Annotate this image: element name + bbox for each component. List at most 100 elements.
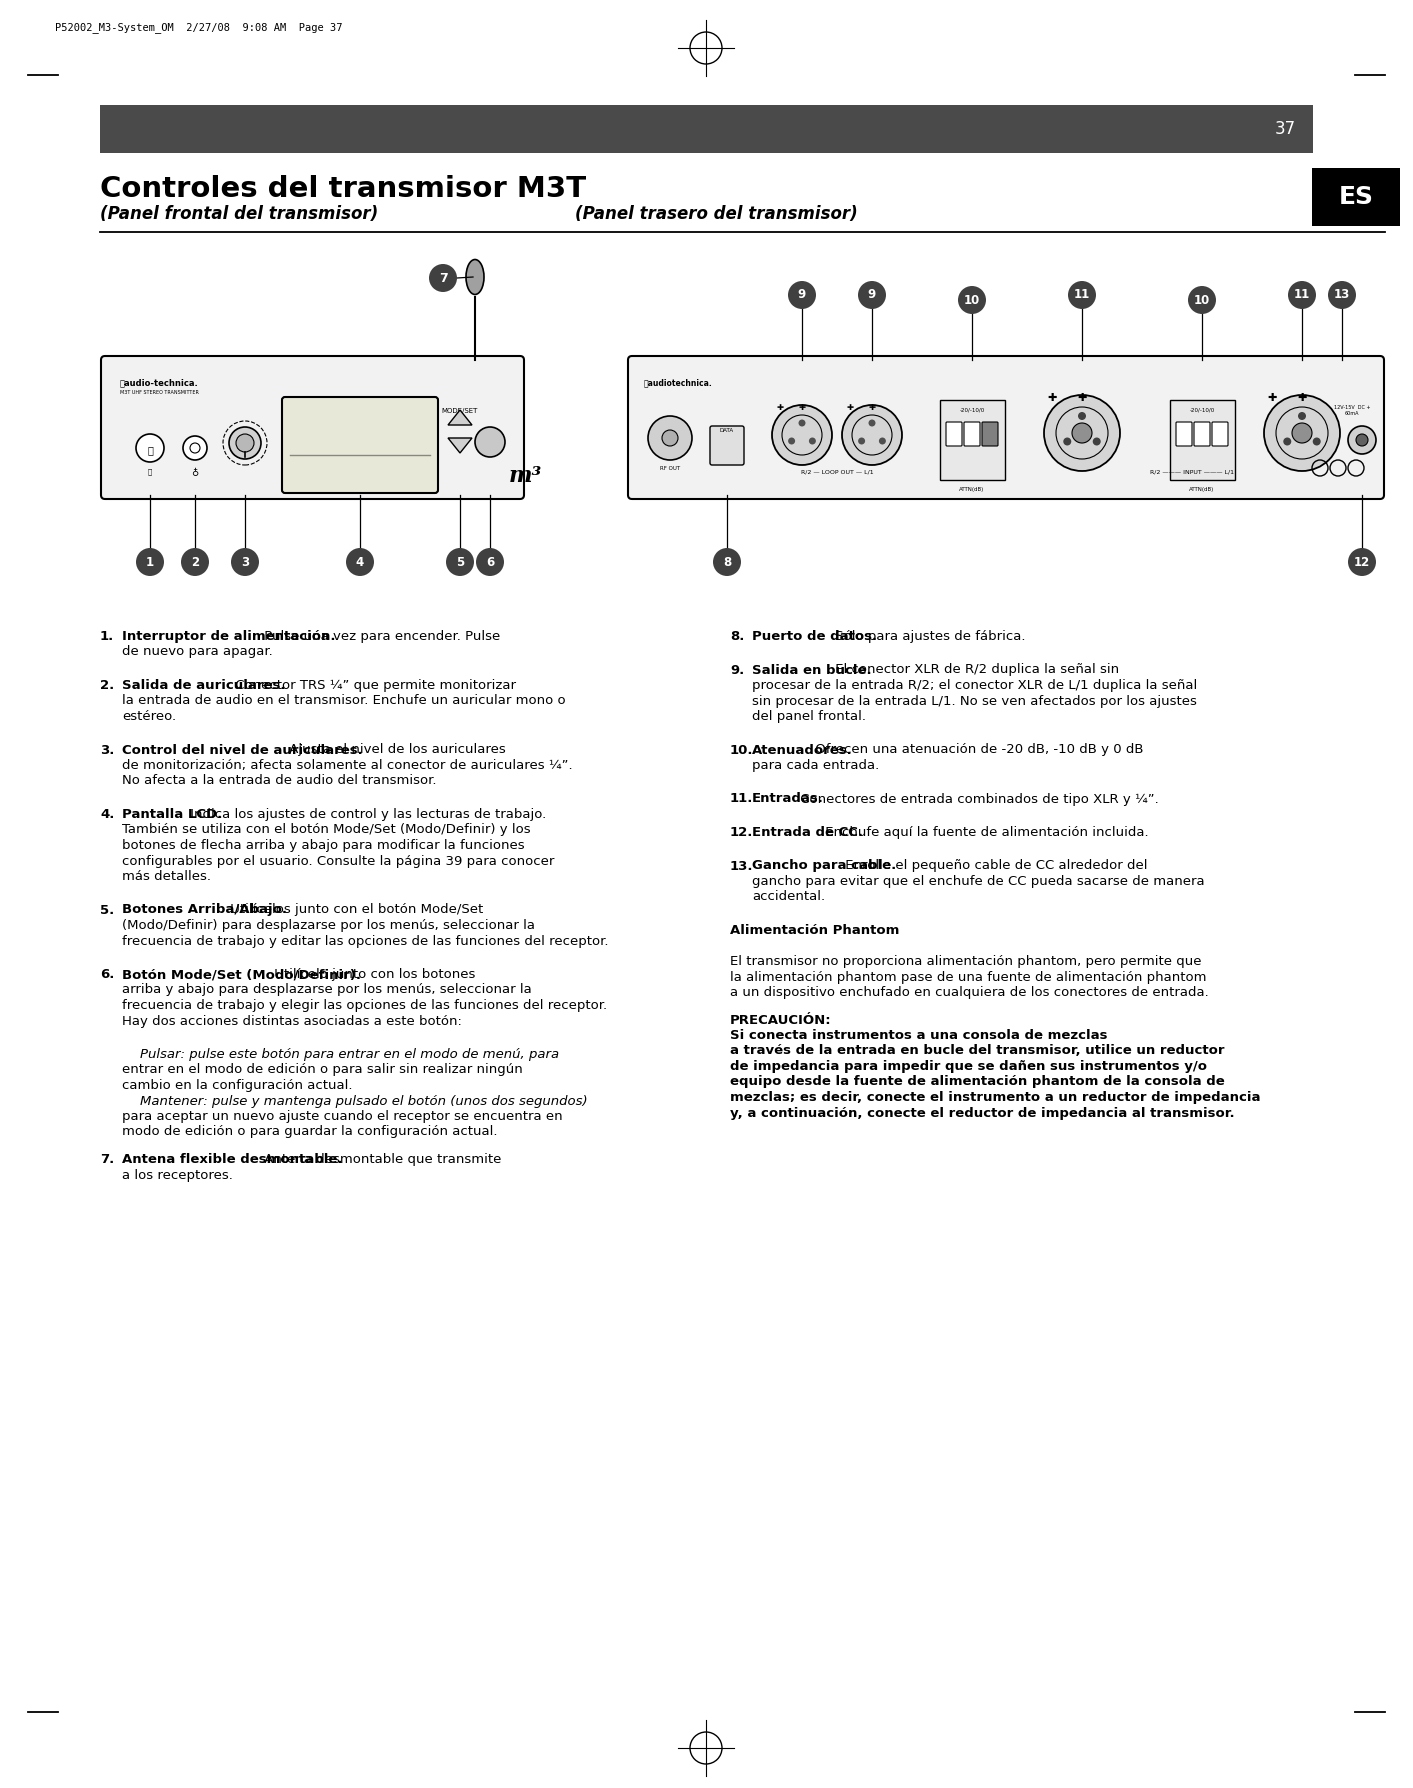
Text: Si conecta instrumentos a una consola de mezclas: Si conecta instrumentos a una consola de… <box>731 1030 1108 1042</box>
Circle shape <box>798 420 805 427</box>
Text: 8: 8 <box>723 556 731 569</box>
Circle shape <box>1328 281 1356 309</box>
Text: Conectores de entrada combinados de tipo XLR y ¼”.: Conectores de entrada combinados de tipo… <box>797 792 1159 806</box>
Circle shape <box>1072 424 1092 443</box>
Text: a través de la entrada en bucle del transmisor, utilice un reductor: a través de la entrada en bucle del tran… <box>731 1044 1225 1057</box>
Text: 3.: 3. <box>100 744 114 756</box>
Text: 2: 2 <box>191 556 199 569</box>
Text: Pantalla LCD.: Pantalla LCD. <box>122 808 222 821</box>
Circle shape <box>1291 424 1313 443</box>
Text: DATA: DATA <box>721 427 735 433</box>
Text: 10: 10 <box>964 293 981 306</box>
Text: 11.: 11. <box>731 792 753 806</box>
Text: ✚: ✚ <box>1267 393 1277 402</box>
Circle shape <box>1188 286 1217 315</box>
Text: 9.: 9. <box>731 663 745 676</box>
Circle shape <box>136 547 164 576</box>
Text: Enrolle el pequeño cable de CC alrededor del: Enrolle el pequeño cable de CC alrededor… <box>841 860 1147 873</box>
Circle shape <box>346 547 374 576</box>
Text: 1.: 1. <box>100 629 114 644</box>
Text: Controles del transmisor M3T: Controles del transmisor M3T <box>100 175 586 204</box>
Text: Ofrecen una atenuación de -20 dB, -10 dB y 0 dB: Ofrecen una atenuación de -20 dB, -10 dB… <box>811 744 1143 756</box>
Text: Indica los ajustes de control y las lecturas de trabajo.: Indica los ajustes de control y las lect… <box>187 808 547 821</box>
Text: la entrada de audio en el transmisor. Enchufe un auricular mono o: la entrada de audio en el transmisor. En… <box>122 694 565 708</box>
Circle shape <box>430 265 456 291</box>
Circle shape <box>1283 438 1291 445</box>
Circle shape <box>1044 395 1121 470</box>
FancyBboxPatch shape <box>283 397 438 493</box>
Circle shape <box>136 434 164 461</box>
Text: Ⓐaudio-technica.: Ⓐaudio-technica. <box>120 377 199 386</box>
Text: (Modo/Definir) para desplazarse por los menús, seleccionar la: (Modo/Definir) para desplazarse por los … <box>122 919 536 932</box>
Text: 5.: 5. <box>100 903 114 917</box>
Circle shape <box>1299 411 1306 420</box>
Text: Enchufe aquí la fuente de alimentación incluida.: Enchufe aquí la fuente de alimentación i… <box>821 826 1149 839</box>
Circle shape <box>771 406 832 465</box>
Text: 12.: 12. <box>731 826 753 839</box>
Text: El conector XLR de R/2 duplica la señal sin: El conector XLR de R/2 duplica la señal … <box>831 663 1119 676</box>
Text: M3T UHF STEREO TRANSMITTER: M3T UHF STEREO TRANSMITTER <box>120 390 199 395</box>
Text: de nuevo para apagar.: de nuevo para apagar. <box>122 645 273 658</box>
Bar <box>100 105 1313 154</box>
Text: 7: 7 <box>438 272 448 284</box>
Text: Utilícelos junto con el botón Mode/Set: Utilícelos junto con el botón Mode/Set <box>226 903 483 917</box>
Text: 13: 13 <box>1334 288 1351 302</box>
Text: RF OUT: RF OUT <box>660 467 680 470</box>
Text: m³: m³ <box>509 465 541 486</box>
Text: modo de edición o para guardar la configuración actual.: modo de edición o para guardar la config… <box>122 1125 497 1139</box>
Text: procesar de la entrada R/2; el conector XLR de L/1 duplica la señal: procesar de la entrada R/2; el conector … <box>752 679 1197 692</box>
Text: 3: 3 <box>242 556 249 569</box>
Text: equipo desde la fuente de alimentación phantom de la consola de: equipo desde la fuente de alimentación p… <box>731 1076 1225 1089</box>
Text: Pulsar: pulse este botón para entrar en el modo de menú, para: Pulsar: pulse este botón para entrar en … <box>140 1048 560 1060</box>
Text: ES: ES <box>1338 184 1373 209</box>
Text: de impedancia para impedir que se dañen sus instrumentos y/o: de impedancia para impedir que se dañen … <box>731 1060 1207 1073</box>
FancyBboxPatch shape <box>1176 422 1193 445</box>
Text: ✚: ✚ <box>777 402 783 411</box>
Circle shape <box>958 286 986 315</box>
Circle shape <box>1356 434 1368 445</box>
Text: entrar en el modo de edición o para salir sin realizar ningún: entrar en el modo de edición o para sali… <box>122 1064 523 1076</box>
Text: ⏻: ⏻ <box>147 445 153 454</box>
Text: mezclas; es decir, conecte el instrumento a un reductor de impedancia: mezclas; es decir, conecte el instrument… <box>731 1091 1260 1103</box>
Text: 1: 1 <box>146 556 154 569</box>
Circle shape <box>869 420 876 427</box>
Text: botones de flecha arriba y abajo para modificar la funciones: botones de flecha arriba y abajo para mo… <box>122 839 524 853</box>
Text: 11: 11 <box>1294 288 1310 302</box>
Text: arriba y abajo para desplazarse por los menús, seleccionar la: arriba y abajo para desplazarse por los … <box>122 983 531 996</box>
Polygon shape <box>448 438 472 452</box>
Text: 8.: 8. <box>731 629 745 644</box>
Text: ✚: ✚ <box>1077 393 1087 402</box>
Text: Botón Mode/Set (Modo/Definir).: Botón Mode/Set (Modo/Definir). <box>122 967 360 982</box>
Text: a los receptores.: a los receptores. <box>122 1169 233 1182</box>
Text: 4: 4 <box>356 556 365 569</box>
Text: No afecta a la entrada de audio del transmisor.: No afecta a la entrada de audio del tran… <box>122 774 437 787</box>
Ellipse shape <box>466 259 485 295</box>
Text: Antena flexible desmontable.: Antena flexible desmontable. <box>122 1153 342 1166</box>
Text: ✚: ✚ <box>798 402 805 411</box>
Text: más detalles.: más detalles. <box>122 871 211 883</box>
Text: Botones Arriba/Abajo.: Botones Arriba/Abajo. <box>122 903 287 917</box>
Text: R/2 ——— INPUT ——— L/1: R/2 ——— INPUT ——— L/1 <box>1150 470 1234 476</box>
Text: Entradas.: Entradas. <box>752 792 824 806</box>
Text: Mantener: pulse y mantenga pulsado el botón (unos dos segundos): Mantener: pulse y mantenga pulsado el bo… <box>140 1094 588 1107</box>
Text: cambio en la configuración actual.: cambio en la configuración actual. <box>122 1078 352 1092</box>
Text: -20/-10/0: -20/-10/0 <box>959 408 985 411</box>
Bar <box>940 401 1005 479</box>
Circle shape <box>858 281 886 309</box>
Circle shape <box>879 438 886 445</box>
Circle shape <box>1313 438 1321 445</box>
Text: Hay dos acciones distintas asociadas a este botón:: Hay dos acciones distintas asociadas a e… <box>122 1014 462 1028</box>
Circle shape <box>476 547 504 576</box>
Text: 13.: 13. <box>731 860 753 873</box>
FancyBboxPatch shape <box>945 422 962 445</box>
Text: También se utiliza con el botón Mode/Set (Modo/Definir) y los: También se utiliza con el botón Mode/Set… <box>122 824 531 837</box>
Text: Salida de auriculares.: Salida de auriculares. <box>122 679 285 692</box>
Bar <box>1170 401 1235 479</box>
Text: Interruptor de alimentación.: Interruptor de alimentación. <box>122 629 335 644</box>
Circle shape <box>230 547 259 576</box>
Text: Control del nivel de auriculares.: Control del nivel de auriculares. <box>122 744 363 756</box>
Circle shape <box>649 417 692 460</box>
Text: (Panel frontal del transmisor): (Panel frontal del transmisor) <box>100 206 379 224</box>
Circle shape <box>1348 426 1376 454</box>
Text: ATTN(dB): ATTN(dB) <box>1190 486 1215 492</box>
